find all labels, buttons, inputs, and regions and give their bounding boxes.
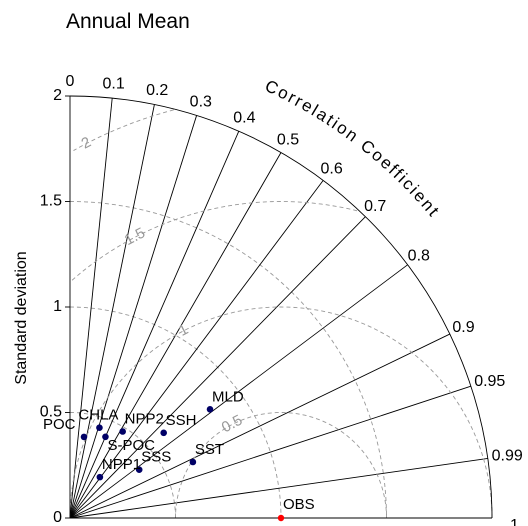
std-tick-label: 1: [53, 298, 62, 315]
correlation-grid-line: [69, 115, 198, 519]
chart-title: Annual Mean: [66, 10, 190, 33]
correlation-tick-label: 0: [66, 73, 75, 90]
correlation-grid-line: [69, 131, 240, 519]
data-point-s-poc: [102, 433, 109, 441]
correlation-axis-label-text: Correlation Coefficient: [262, 76, 444, 221]
data-label-sss: SSS: [141, 449, 171, 466]
axes: [65, 95, 493, 519]
correlation-tick-label: 1: [510, 517, 519, 526]
rms-contour-label: 2: [79, 134, 94, 153]
data-label-sst: SST: [195, 441, 224, 458]
correlation-tick-label: 0.4: [233, 110, 255, 127]
data-label-poc: POC: [43, 416, 76, 433]
rms-contour-arc: [175, 412, 387, 519]
data-point-ssh: [160, 429, 167, 437]
correlation-tick-label: 0.1: [102, 75, 124, 92]
data-label-chla: CHLA: [78, 407, 118, 424]
correlation-axis-label: Correlation Coefficient: [262, 76, 444, 221]
data-label-ssh: SSH: [166, 412, 197, 429]
data-label-npp2: NPP2: [125, 410, 164, 427]
data-point-sss: [135, 466, 143, 473]
correlation-grid-line: [69, 458, 488, 519]
data-point-chla: [96, 424, 103, 432]
std-grid-arc: [69, 201, 387, 519]
data-label-s-poc: S-POC: [107, 437, 155, 454]
data-label-mld: MLD: [212, 388, 244, 405]
correlation-tick-label: 0.2: [146, 82, 168, 99]
std-tick-label: 2: [53, 87, 62, 104]
data-point-npp2: [119, 428, 126, 435]
std-grid-arc: [69, 412, 176, 519]
correlation-tick-label: 0.5: [277, 132, 299, 149]
std-tick-label: 0.5: [40, 404, 62, 421]
correlation-tick-label: 0.3: [190, 93, 212, 110]
correlation-grid-line: [69, 98, 113, 519]
correlation-tick-label: 0.9: [452, 319, 474, 336]
data-point-npp1: [96, 473, 104, 481]
std-tick-label: 1.5: [40, 193, 62, 210]
std-tick-label: 0: [53, 509, 62, 526]
correlation-grid-line: [69, 385, 472, 519]
correlation-grid-line: [69, 104, 155, 519]
rms-contour-label: 0.5: [219, 412, 245, 437]
grid-lines: [69, 98, 488, 519]
reference-point-obs: [277, 514, 285, 522]
outer-arc: [69, 95, 493, 519]
correlation-tick-label: 0.7: [364, 198, 386, 215]
correlation-tick-label: 0.6: [320, 160, 342, 177]
correlation-grid-line: [69, 264, 408, 519]
correlation-grid-line: [69, 180, 324, 519]
data-point-sst: [189, 458, 197, 466]
correlation-grid-line: [69, 333, 450, 519]
data-point-poc: [80, 433, 88, 441]
correlation-tick-label: 0.99: [492, 448, 523, 465]
correlation-grid-line: [69, 216, 366, 519]
correlation-tick-label: 0.8: [408, 248, 430, 265]
correlation-tick-label: 0.95: [474, 373, 505, 390]
correlation-tick-labels: 0 0.1 0.2 0.3 0.4 0.5 0.6 0.7 0.8 0.9 0.95 0.99 1: [66, 73, 523, 526]
rms-contour-arc: [70, 201, 358, 283]
y-axis-label: Standard deviation: [13, 251, 30, 384]
data-label-npp1: NPP1: [102, 456, 141, 473]
data-point-mld: [206, 406, 214, 413]
std-tick-labels: 0 0.5 1 1.5 2: [40, 87, 62, 526]
reference-label-obs: OBS: [283, 496, 315, 513]
rms-contour-arc: [69, 306, 493, 519]
std-grid-arc: [69, 306, 282, 519]
